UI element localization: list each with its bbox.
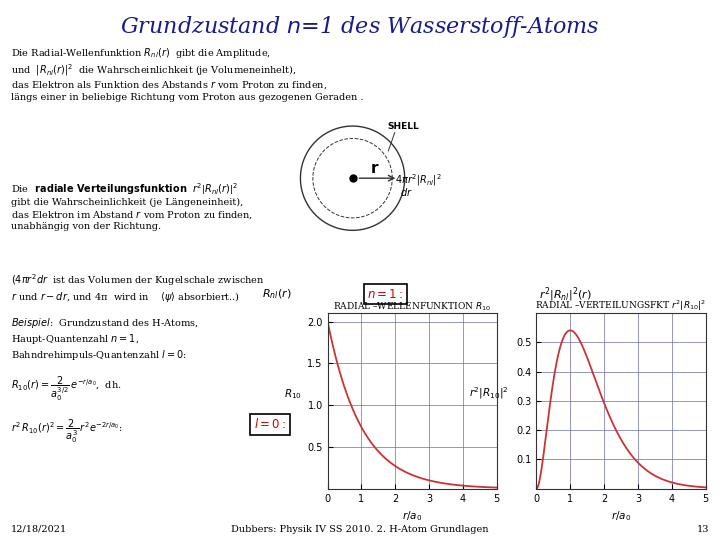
X-axis label: $r/a_0$: $r/a_0$ (611, 509, 631, 523)
Text: 12/18/2021: 12/18/2021 (11, 524, 67, 534)
Text: $r^2|R_{nl}|^2(r)$: $r^2|R_{nl}|^2(r)$ (539, 285, 592, 303)
Text: Die Radial-Wellenfunktion $R_{nl}(r)$  gibt die Amplitude,
und  $|R_{nl}(r)|^2$ : Die Radial-Wellenfunktion $R_{nl}(r)$ gi… (11, 46, 364, 102)
Text: Dubbers: Physik IV SS 2010. 2. H-Atom Grundlagen: Dubbers: Physik IV SS 2010. 2. H-Atom Gr… (231, 524, 489, 534)
Title: RADIAL –VERTEILUNGSFKT $r^2|R_{10}|^2$: RADIAL –VERTEILUNGSFKT $r^2|R_{10}|^2$ (536, 299, 706, 313)
Text: Die   $\mathbf{radiale\ Verteilungsfunktion}$  $r^2\left|R_{nl}(r)\right|^2$
gib: Die $\mathbf{radiale\ Verteilungsfunktio… (11, 181, 253, 231)
Title: RADIAL –WELLENFUNKTION $R_{10}$: RADIAL –WELLENFUNKTION $R_{10}$ (333, 300, 491, 313)
Y-axis label: $R_{10}$: $R_{10}$ (284, 387, 302, 401)
Text: $\mathbf{r}$: $\mathbf{r}$ (370, 162, 379, 176)
Text: $l = 0:$: $l = 0:$ (254, 417, 286, 431)
Y-axis label: $r^2|R_{10}|^2$: $r^2|R_{10}|^2$ (469, 385, 508, 401)
Text: $dr$: $dr$ (400, 186, 413, 198)
Text: 13: 13 (697, 524, 709, 534)
Text: $4\pi r^2|R_{nl}|^2$: $4\pi r^2|R_{nl}|^2$ (395, 172, 441, 188)
Text: $(4\pi r^2 dr$  ist das Volumen der Kugelschale zwischen
$r$ und $r-dr$, und 4π : $(4\pi r^2 dr$ ist das Volumen der Kugel… (11, 273, 264, 305)
Text: SHELL: SHELL (387, 122, 419, 131)
Text: $n = 1:$: $n = 1:$ (367, 288, 403, 301)
Text: $\mathit{Beispiel}$:  Grundzustand des H-Atoms,
Haupt-Quantenzahl $n = 1$,
Bahnd: $\mathit{Beispiel}$: Grundzustand des H-… (11, 316, 199, 444)
X-axis label: $r/a_0$: $r/a_0$ (402, 509, 423, 523)
Text: $R_{nl}(r)$: $R_{nl}(r)$ (263, 287, 292, 301)
Text: Grundzustand $n$=1 des Wasserstoff-Atoms: Grundzustand $n$=1 des Wasserstoff-Atoms (120, 14, 600, 39)
